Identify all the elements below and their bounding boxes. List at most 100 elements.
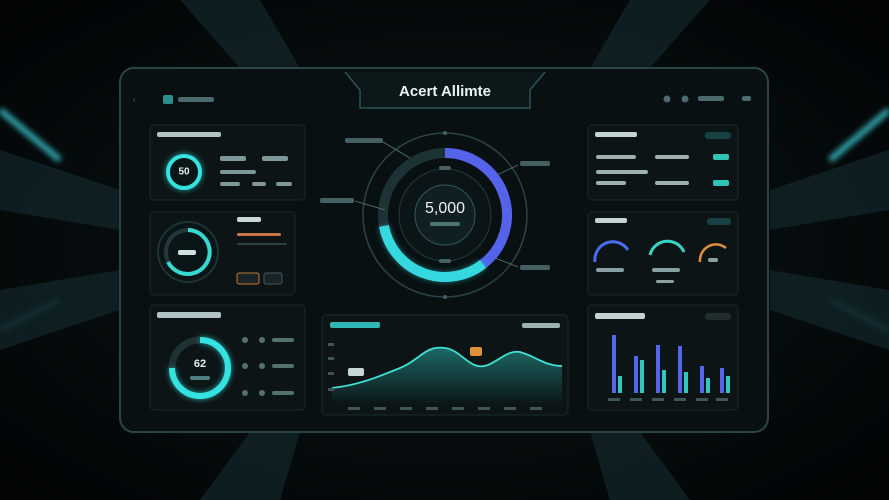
bottom-left-panel-g-rect — [272, 364, 294, 368]
device-frame-g: ‹ — [133, 95, 751, 104]
bar-chart-panel-rect — [595, 313, 645, 319]
bar-chart-panel-g-rect — [618, 376, 622, 393]
bottom-left-panel-path — [169, 337, 231, 399]
mid-right-panel-g-rect — [652, 268, 680, 272]
bar-chart-panel-g-rect — [700, 366, 704, 393]
bar-chart-panel-g-rect — [656, 345, 660, 393]
mid-right-panel-rect — [587, 211, 739, 296]
bottom-left-panel-g-rect — [272, 338, 294, 342]
line-chart-panel-g-rect — [478, 407, 490, 410]
top-left-panel-rect — [157, 132, 221, 137]
device-frame-g-circle — [681, 95, 689, 103]
top-right-panel-g-rect — [713, 180, 729, 186]
background-g-polygon — [770, 150, 889, 230]
line-chart-panel-g-rect — [348, 407, 360, 410]
top-left-panel-g-rect — [220, 170, 256, 174]
gauge-value: 50 — [178, 167, 190, 178]
mid-left-panel — [149, 211, 296, 296]
line-chart-panel-g-rect — [328, 372, 334, 375]
bar-chart-panel-g-rect — [652, 398, 664, 401]
center-gauge-g-path — [496, 164, 519, 176]
top-right-panel-g — [713, 154, 729, 186]
bar-chart-panel-g-rect — [612, 335, 616, 393]
line-chart-panel-g-rect — [328, 388, 334, 391]
center-gauge-rect — [430, 222, 460, 226]
center-gauge-g-rect — [345, 138, 383, 143]
top-right-panel-g-rect — [596, 155, 636, 159]
bar-chart-panel-g — [608, 398, 728, 401]
mid-right-panel — [587, 211, 739, 296]
line-chart-panel-g-rect — [426, 407, 438, 410]
background-g-polygon — [0, 270, 120, 350]
bar-chart-panel-g-rect — [634, 356, 638, 393]
top-right-panel-g — [596, 155, 689, 185]
line-chart-panel-g-rect — [530, 407, 542, 410]
bar-chart-panel-rect — [705, 313, 731, 320]
mid-right-panel-path — [593, 240, 630, 263]
center-gauge-g-rect — [439, 166, 451, 170]
center-gauge: 5,000 — [320, 131, 550, 299]
line-chart-panel-g — [328, 343, 542, 410]
line-chart-panel-path — [332, 347, 562, 405]
line-chart-panel-g-rect — [328, 343, 334, 346]
background-g-polygon — [770, 270, 889, 350]
bottom-left-panel-g-rect — [272, 391, 294, 395]
mid-right-panel-path — [648, 239, 686, 256]
line-chart-panel-g-rect — [374, 407, 386, 410]
mid-left-panel-rect — [237, 217, 261, 222]
bar-chart-panel-g-rect — [608, 398, 620, 401]
center-gauge-g — [320, 131, 550, 299]
line-chart-panel-path — [331, 346, 563, 389]
top-right-panel-g-rect — [655, 155, 689, 159]
top-right-panel-g-rect — [596, 170, 648, 174]
bottom-left-panel-g — [242, 337, 294, 396]
line-chart-panel-rect — [522, 323, 560, 328]
top-right-panel-g-rect — [655, 181, 689, 185]
center-gauge-g-rect — [520, 161, 550, 166]
bottom-left-panel-g-circle — [242, 363, 248, 369]
mid-right-panel-g-rect — [656, 280, 674, 283]
device-frame-path — [344, 71, 546, 109]
mid-right-panel-rect — [595, 218, 627, 223]
line-chart-panel-g-rect — [400, 407, 412, 410]
mid-right-panel-g — [596, 258, 718, 283]
bottom-left-panel-g-circle — [259, 363, 265, 369]
top-right-panel-rect — [595, 132, 637, 137]
device-frame-g-text: ‹ — [133, 97, 136, 104]
bar-chart-panel-g-rect — [706, 378, 710, 393]
line-chart-panel — [321, 314, 569, 416]
bottom-left-panel-g-circle — [242, 390, 248, 396]
center-gauge-g-circle — [443, 295, 447, 299]
bottom-left-panel-rect — [190, 376, 210, 380]
background-g-polygon — [180, 0, 300, 68]
mid-right-panel-g-rect — [596, 268, 624, 272]
background-g-polygon — [200, 432, 300, 500]
bar-chart-panel-g-rect — [684, 372, 688, 393]
center-gauge-g-rect — [439, 259, 451, 263]
bar-chart-panel-g-rect — [678, 346, 682, 393]
top-right-panel — [587, 124, 739, 201]
bottom-left-panel-rect — [157, 312, 221, 318]
mid-left-panel-rect — [236, 272, 260, 285]
bar-chart-panel-g-rect — [726, 376, 730, 393]
mid-left-panel-rect — [237, 243, 287, 245]
center-gauge-g-rect — [520, 265, 550, 270]
background-g-polygon — [590, 432, 690, 500]
line-chart-panel-g-rect — [452, 407, 464, 410]
mid-left-panel-rect — [263, 272, 283, 285]
bar-chart-panel-g — [612, 335, 724, 393]
app-title: Acert Allimte — [399, 83, 491, 100]
center-gauge-g-rect — [320, 198, 354, 203]
center-gauge-g-path — [494, 257, 519, 268]
bottom-left-panel: 62 — [149, 304, 306, 411]
background-g-line — [0, 107, 62, 163]
top-left-panel-g-rect — [276, 182, 292, 186]
bar-chart-panel-g-rect — [674, 398, 686, 401]
top-left-panel: 50 — [149, 124, 306, 201]
gauge-value: 62 — [194, 358, 206, 370]
gauge-value: 5,000 — [425, 200, 465, 217]
background-g-line — [828, 107, 889, 163]
bar-chart-panel-g-rect — [716, 398, 728, 401]
